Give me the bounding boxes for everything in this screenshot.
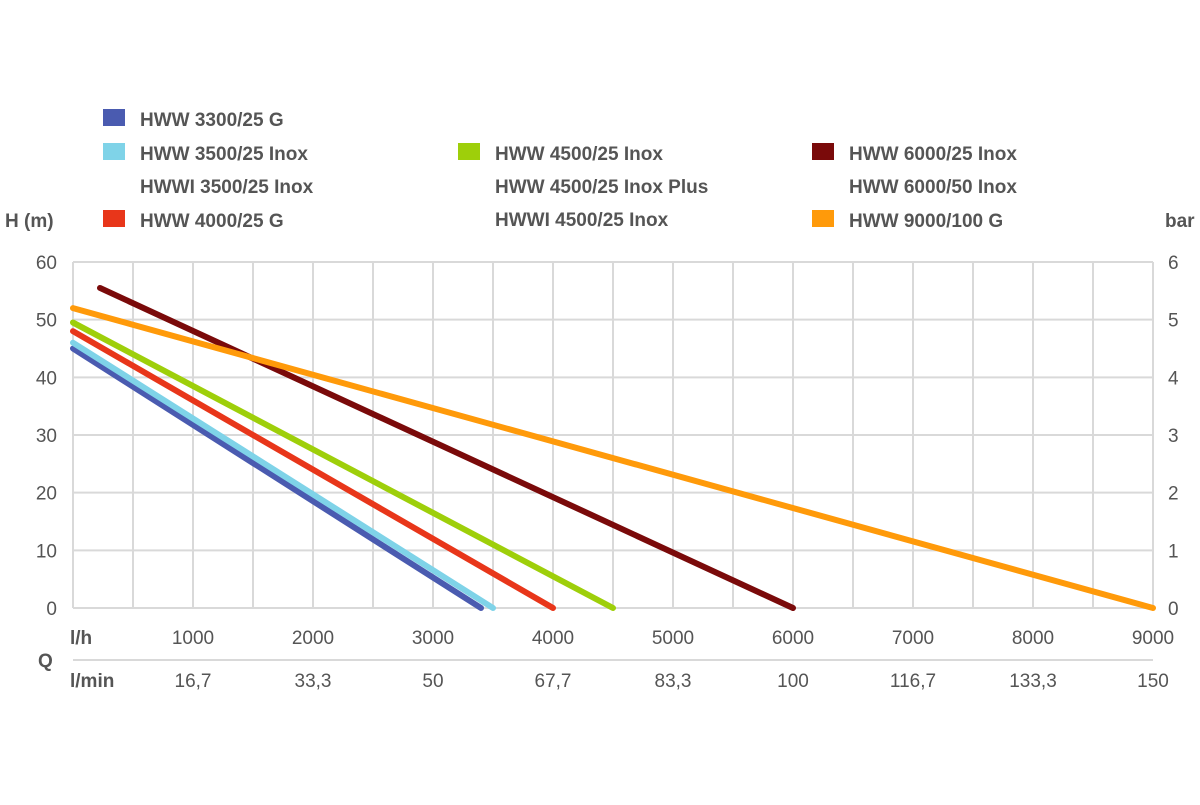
y-tick-label: 30	[36, 426, 57, 447]
y-tick-label: 50	[36, 311, 57, 332]
legend-label: HWW 4500/25 Inox Plus	[495, 177, 708, 198]
legend-label: HWW 4000/25 G	[140, 211, 284, 232]
y-left-label: H (m)	[5, 211, 54, 232]
x-unit-lmin: l/min	[70, 671, 114, 692]
x-tick-label-lh: 1000	[172, 628, 214, 649]
x-tick-label-lh: 8000	[1012, 628, 1054, 649]
y-tick-label: 10	[36, 541, 57, 562]
x-tick-label-lh: 9000	[1132, 628, 1174, 649]
x-tick-label-lmin: 116,7	[890, 671, 936, 692]
x-tick-label-lh: 7000	[892, 628, 934, 649]
series-line	[70, 328, 556, 611]
y-right-tick-label: 0	[1168, 599, 1179, 620]
legend-swatch	[103, 143, 125, 160]
x-tick-label-lmin: 150	[1137, 671, 1169, 692]
legend: HWW 3300/25 G HWW 3500/25 Inox HWWI 3500/2…	[103, 109, 1017, 232]
legend-label: HWW 4500/25 Inox	[495, 144, 663, 165]
legend-label: HWW 6000/50 Inox	[849, 177, 1017, 198]
x-tick-label-lh: 3000	[412, 628, 454, 649]
x-tick-label-lmin: 133,3	[1009, 671, 1057, 692]
series-line	[97, 284, 796, 611]
x-unit-lh: l/h	[70, 628, 92, 649]
y-right-tick-label: 6	[1168, 253, 1179, 274]
y-tick-label: 20	[36, 484, 57, 505]
legend-label: HWWI 3500/25 Inox	[140, 177, 314, 198]
x-label: Q	[38, 651, 53, 672]
y-right-tick-label: 2	[1168, 484, 1179, 505]
grid	[72, 261, 1154, 661]
tick-labels: 0 0 10 1 20 2 30 3 40 4 50 5 60 6 1000 16,7 2000 33,3 3000…	[36, 253, 1179, 692]
y-tick-label: 0	[46, 599, 57, 620]
y-right-tick-label: 5	[1168, 311, 1179, 332]
series-line	[70, 339, 496, 611]
x-tick-label-lmin: 100	[777, 671, 809, 692]
y-right-tick-label: 3	[1168, 426, 1179, 447]
x-tick-label-lmin: 16,7	[175, 671, 212, 692]
x-tick-label-lh: 4000	[532, 628, 574, 649]
legend-label: HWW 9000/100 G	[849, 211, 1003, 232]
x-tick-label-lmin: 50	[422, 671, 443, 692]
y-tick-label: 60	[36, 253, 57, 274]
y-right-tick-label: 4	[1168, 368, 1179, 389]
legend-swatch	[812, 210, 834, 227]
x-tick-label-lh: 2000	[292, 628, 334, 649]
x-tick-label-lmin: 67,7	[535, 671, 572, 692]
legend-swatch	[812, 143, 834, 160]
series-line	[70, 305, 1156, 611]
series-lines	[70, 284, 1156, 611]
legend-label: HWW 3500/25 Inox	[140, 144, 308, 165]
x-tick-label-lmin: 33,3	[295, 671, 332, 692]
x-tick-label-lh: 6000	[772, 628, 814, 649]
y-tick-label: 40	[36, 368, 57, 389]
x-tick-label-lmin: 83,3	[655, 671, 692, 692]
legend-swatch	[103, 210, 125, 227]
legend-swatch	[103, 109, 125, 126]
x-tick-label-lh: 5000	[652, 628, 694, 649]
series-line	[70, 345, 484, 611]
legend-label: HWW 3300/25 G	[140, 110, 284, 131]
y-right-tick-label: 1	[1168, 541, 1179, 562]
series-line	[70, 319, 616, 611]
y-right-label: bar	[1165, 211, 1195, 232]
legend-label: HWW 6000/25 Inox	[849, 144, 1017, 165]
legend-label: HWWI 4500/25 Inox	[495, 210, 669, 231]
legend-swatch	[458, 143, 480, 160]
